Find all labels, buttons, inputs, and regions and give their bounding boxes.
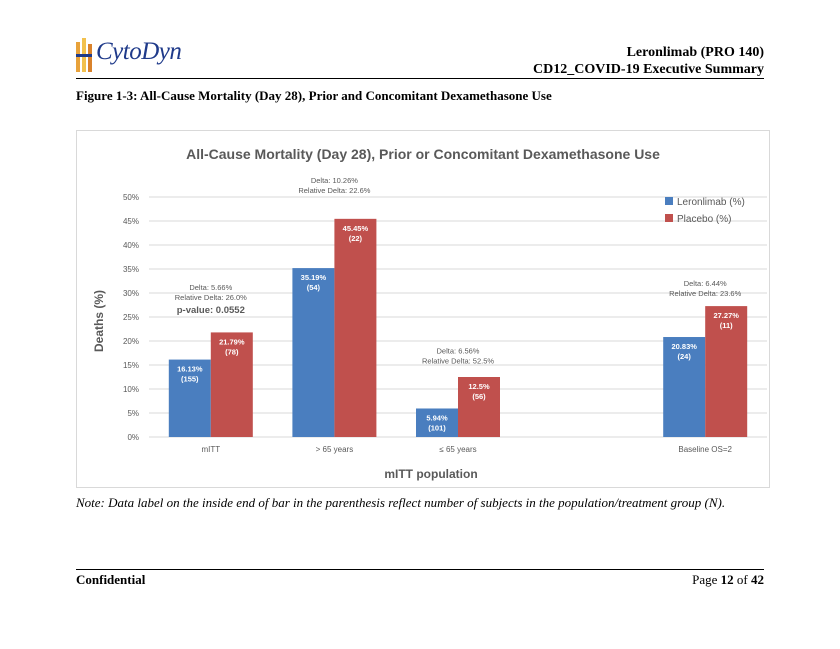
y-tick-label: 15% bbox=[123, 361, 139, 370]
leronlimab-bar bbox=[292, 268, 335, 437]
y-tick-label: 35% bbox=[123, 265, 139, 274]
y-tick-label: 10% bbox=[123, 385, 139, 394]
y-tick-label: 50% bbox=[123, 193, 139, 202]
header-line-2: CD12_COVID-19 Executive Summary bbox=[533, 62, 764, 77]
bar-value-label: 16.13% bbox=[177, 365, 203, 374]
page-of: of bbox=[736, 572, 748, 587]
legend-swatch-leronlimab bbox=[665, 197, 673, 205]
placebo-bar bbox=[210, 332, 253, 437]
delta-annotation: Relative Delta: 23.6% bbox=[669, 289, 741, 298]
placebo-bar bbox=[334, 218, 377, 437]
delta-annotation: Relative Delta: 52.5% bbox=[422, 357, 494, 366]
logo-wordmark: CytoDyn bbox=[96, 38, 182, 65]
bar-value-label: 12.5% bbox=[468, 382, 490, 391]
bar-n-label: (56) bbox=[472, 392, 486, 401]
bar-n-label: (155) bbox=[181, 375, 199, 384]
placebo-bar bbox=[705, 306, 748, 437]
y-tick-label: 5% bbox=[127, 409, 139, 418]
y-tick-label: 45% bbox=[123, 217, 139, 226]
delta-annotation: Delta: 10.26% bbox=[311, 176, 358, 185]
header-rule bbox=[76, 78, 764, 79]
y-axis-title: Deaths (%) bbox=[92, 290, 106, 352]
figure-note: Note: Data label on the inside end of ba… bbox=[76, 495, 726, 510]
bar-value-label: 27.27% bbox=[713, 311, 739, 320]
page-current: 12 bbox=[720, 572, 734, 587]
bar-value-label: 45.45% bbox=[343, 224, 369, 233]
delta-annotation: Relative Delta: 26.0% bbox=[175, 293, 247, 302]
cytodyn-logo-icon bbox=[76, 38, 92, 72]
delta-annotation: Delta: 6.44% bbox=[684, 279, 727, 288]
x-tick-label: > 65 years bbox=[316, 445, 354, 454]
y-tick-label: 0% bbox=[127, 433, 139, 442]
leronlimab-bar bbox=[168, 359, 211, 437]
y-tick-label: 20% bbox=[123, 337, 139, 346]
leronlimab-bar bbox=[663, 337, 706, 437]
footer-page-number: Page 12 of 42 bbox=[692, 572, 764, 588]
bar-value-label: 20.83% bbox=[671, 342, 697, 351]
bar-n-label: (24) bbox=[678, 352, 692, 361]
delta-annotation: Delta: 6.56% bbox=[437, 347, 480, 356]
page-prefix: Page bbox=[692, 572, 718, 587]
y-tick-label: 30% bbox=[123, 289, 139, 298]
chart-title: All-Cause Mortality (Day 28), Prior or C… bbox=[186, 146, 660, 162]
mortality-bar-chart: All-Cause Mortality (Day 28), Prior or C… bbox=[92, 146, 767, 481]
bar-value-label: 35.19% bbox=[301, 273, 327, 282]
document-header: Leronlimab (PRO 140) CD12_COVID-19 Execu… bbox=[533, 44, 764, 78]
bar-value-label: 5.94% bbox=[426, 413, 448, 422]
delta-annotation: Delta: 5.66% bbox=[189, 283, 232, 292]
footer-rule bbox=[76, 569, 764, 570]
x-tick-label: mITT bbox=[201, 445, 220, 454]
bar-n-label: (54) bbox=[307, 283, 321, 292]
bar-value-label: 21.79% bbox=[219, 337, 245, 346]
bar-n-label: (22) bbox=[349, 234, 363, 243]
legend-swatch-placebo bbox=[665, 214, 673, 222]
x-tick-label: Baseline OS=2 bbox=[678, 445, 732, 454]
leronlimab-bar bbox=[416, 408, 458, 437]
page-total: 42 bbox=[751, 572, 764, 587]
placebo-bar bbox=[458, 377, 500, 437]
y-tick-label: 40% bbox=[123, 241, 139, 250]
delta-annotation: Relative Delta: 22.6% bbox=[298, 186, 370, 195]
bar-n-label: (11) bbox=[720, 321, 733, 330]
legend-label: Leronlimab (%) bbox=[677, 197, 745, 208]
y-tick-label: 25% bbox=[123, 313, 139, 322]
p-value-annotation: p-value: 0.0552 bbox=[177, 305, 245, 316]
header-line-1: Leronlimab (PRO 140) bbox=[626, 45, 764, 60]
figure-title: Figure 1-3: All-Cause Mortality (Day 28)… bbox=[76, 88, 552, 103]
legend-label: Placebo (%) bbox=[677, 214, 731, 225]
bar-n-label: (78) bbox=[225, 347, 239, 356]
footer-confidential: Confidential bbox=[76, 572, 146, 587]
x-tick-label: ≤ 65 years bbox=[439, 445, 476, 454]
chart-container: All-Cause Mortality (Day 28), Prior or C… bbox=[76, 130, 770, 488]
x-axis-title: mITT population bbox=[384, 467, 477, 481]
bar-n-label: (101) bbox=[428, 423, 446, 432]
